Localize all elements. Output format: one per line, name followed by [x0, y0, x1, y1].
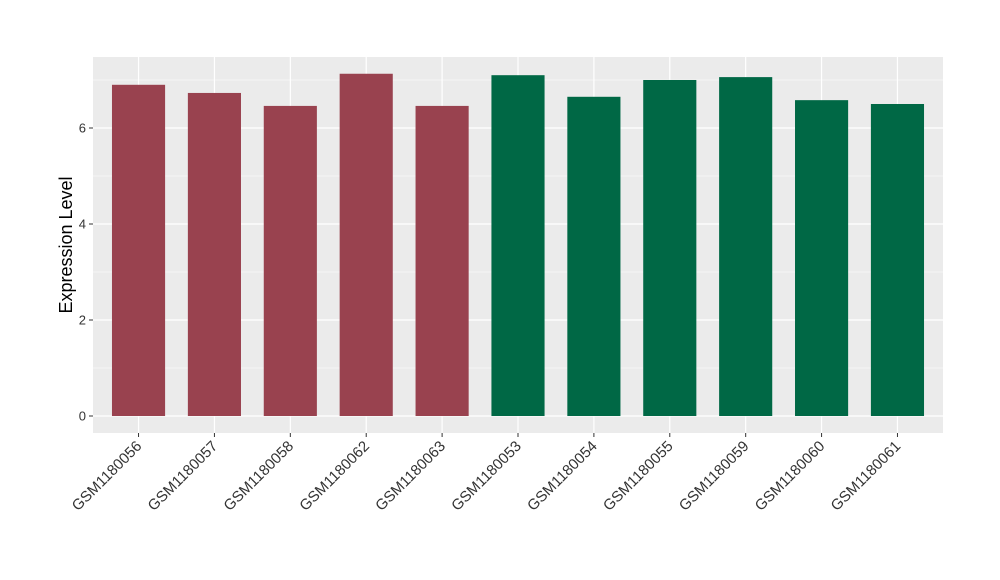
bar: [795, 100, 849, 417]
x-tick-label: GSM1180061: [828, 438, 905, 515]
y-tick-label: 2: [79, 313, 86, 328]
x-tick-label: GSM1180063: [372, 438, 449, 515]
bar: [111, 84, 166, 417]
x-tick-label: GSM1180057: [145, 438, 222, 515]
bar: [643, 79, 697, 417]
x-tick-label: GSM1180059: [676, 438, 753, 515]
y-tick-label: 0: [79, 409, 86, 424]
bar: [719, 77, 773, 417]
bar: [339, 73, 393, 417]
y-tick-label: 4: [79, 216, 86, 231]
bar: [870, 103, 925, 417]
x-tick-label: GSM1180060: [752, 438, 829, 515]
x-tick-label: GSM1180054: [524, 438, 601, 515]
bar: [567, 96, 621, 417]
x-tick-label: GSM1180055: [600, 438, 677, 515]
y-axis-title: Expression Level: [56, 176, 76, 313]
x-tick-label: GSM1180056: [69, 438, 146, 515]
y-tick-label: 6: [79, 120, 86, 135]
bar: [491, 75, 545, 417]
x-tick-label: GSM1180053: [448, 438, 525, 515]
bar: [415, 105, 469, 417]
x-tick-label: GSM1180058: [220, 438, 297, 515]
bar: [187, 92, 241, 417]
x-tick-label: GSM1180062: [296, 438, 373, 515]
bar: [263, 105, 317, 417]
